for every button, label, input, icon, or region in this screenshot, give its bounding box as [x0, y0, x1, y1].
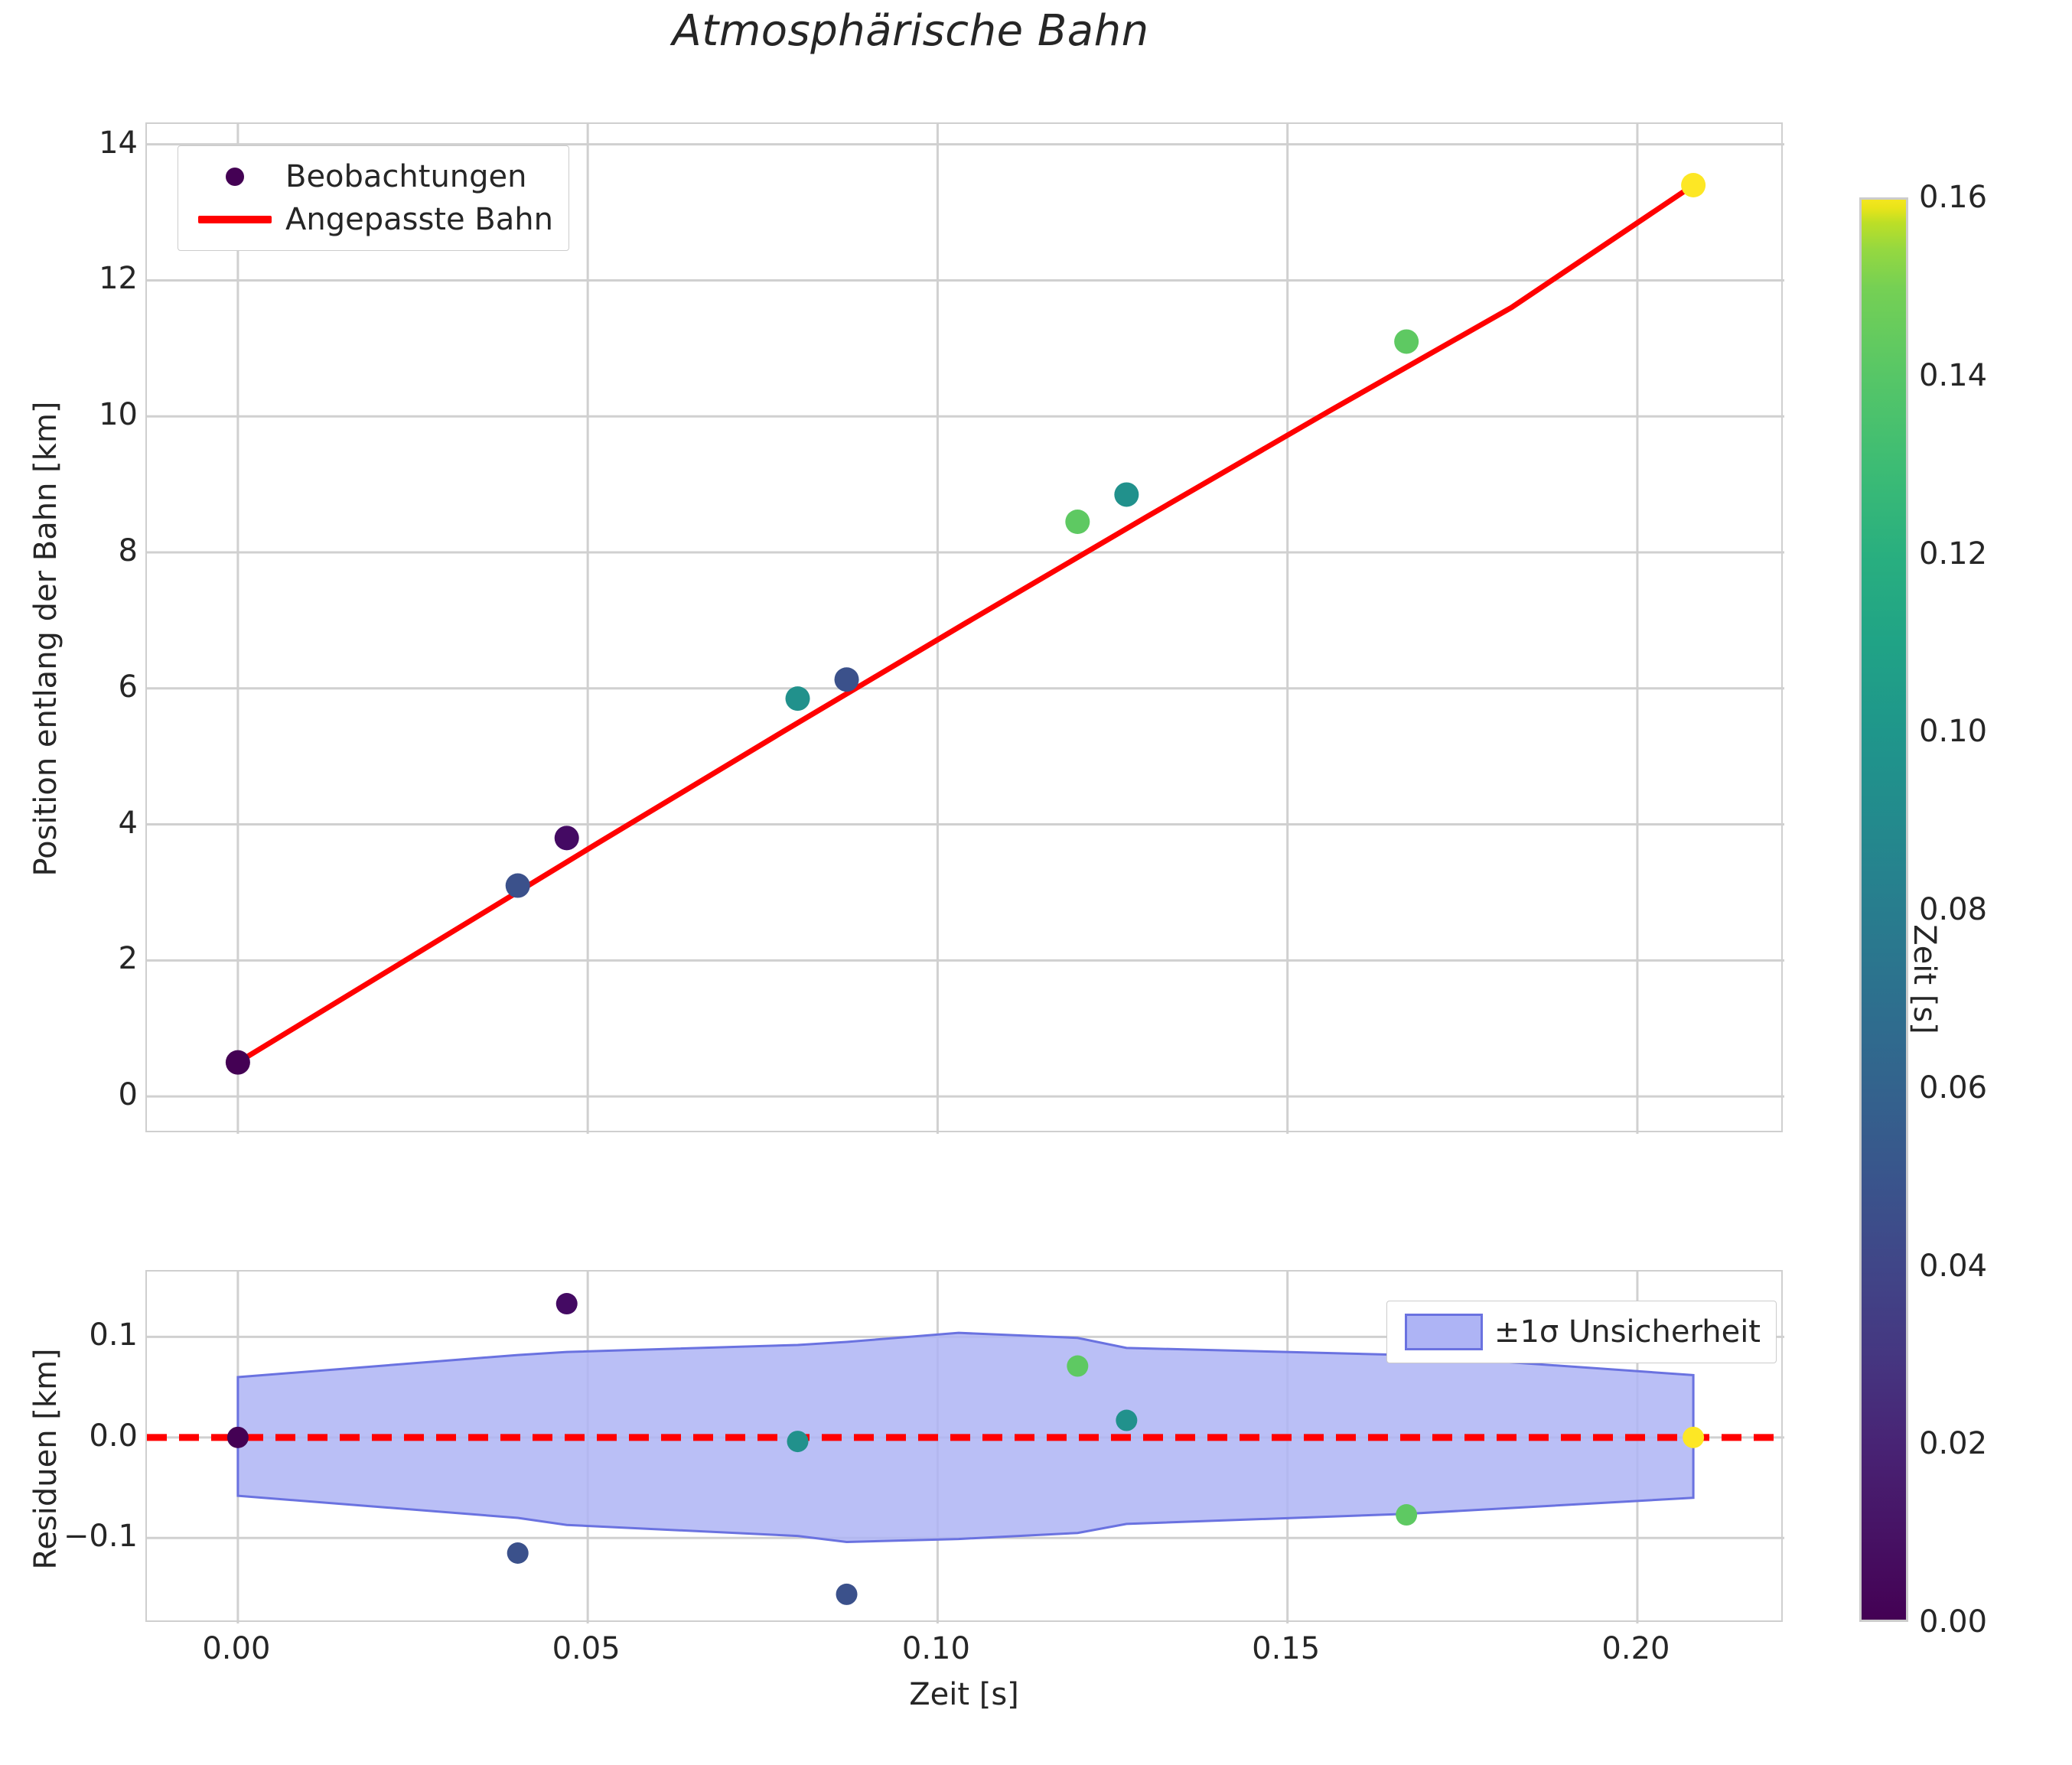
- x-tick-label: 0.15: [1252, 1631, 1321, 1666]
- trajectory-y-ticks: 0 2 4 6 8 10 12 14: [31, 122, 138, 1132]
- trajectory-legend: Beobachtungen Angepasste Bahn: [178, 145, 569, 251]
- x-tick-label: 0.10: [901, 1631, 970, 1666]
- colorbar-tick-label: 0.06: [1919, 1070, 1988, 1106]
- colorbar-ticks: 0.00 0.02 0.04 0.06 0.08 0.10 0.12 0.14 0.16: [1919, 180, 2072, 1640]
- y-tick-label: 0: [118, 1077, 138, 1113]
- legend-item-observations: Beobachtungen: [189, 155, 553, 198]
- y-tick-label: 2: [118, 941, 138, 977]
- residual-point: [787, 1431, 809, 1453]
- legend-label-uncertainty: ±1σ Unsicherheit: [1494, 1314, 1761, 1350]
- colorbar-tick-label: 0.08: [1919, 892, 1988, 927]
- y-tick-label: 6: [118, 669, 138, 705]
- red-line-icon: [189, 216, 281, 223]
- data-point: [834, 667, 859, 692]
- residual-point: [836, 1583, 858, 1605]
- legend-label-observations: Beobachtungen: [285, 159, 527, 194]
- colorbar-gradient: [1859, 197, 1908, 1622]
- residuals-legend: ±1σ Unsicherheit: [1386, 1301, 1777, 1363]
- data-point: [1114, 482, 1139, 507]
- legend-item-fitted-track: Angepasste Bahn: [189, 198, 553, 241]
- residual-point: [555, 1293, 578, 1315]
- residuals-y-axis-label: Residuen [km]: [28, 1348, 64, 1570]
- data-point: [1394, 329, 1419, 354]
- colorbar-tick-label: 0.04: [1919, 1248, 1988, 1284]
- y-tick-label: 12: [99, 261, 138, 297]
- x-axis-label: Zeit [s]: [909, 1677, 1019, 1712]
- y-tick-label: 14: [99, 125, 138, 161]
- colorbar: 0.00 0.02 0.04 0.06 0.08 0.10 0.12 0.14 0.16: [1859, 180, 1987, 1640]
- legend-label-fitted-track: Angepasste Bahn: [285, 202, 553, 237]
- residual-y-tick-label: 0.0: [89, 1418, 138, 1454]
- colorbar-tick-label: 0.12: [1919, 536, 1988, 572]
- data-point: [225, 1050, 250, 1075]
- data-point: [505, 873, 530, 898]
- residual-point: [507, 1542, 529, 1564]
- residual-y-tick-label: 0.1: [89, 1317, 138, 1353]
- colorbar-label: Zeit [s]: [1907, 924, 1942, 1034]
- colorbar-tick-label: 0.02: [1919, 1426, 1988, 1462]
- residual-point: [1683, 1426, 1705, 1448]
- residual-point: [1396, 1504, 1418, 1526]
- colorbar-tick-label: 0.14: [1919, 357, 1988, 393]
- residual-point: [1116, 1409, 1138, 1431]
- residual-y-tick-label: −0.1: [63, 1519, 138, 1555]
- y-tick-label: 10: [99, 397, 138, 433]
- legend-item-uncertainty: ±1σ Unsicherheit: [1398, 1311, 1761, 1353]
- data-point: [554, 826, 579, 851]
- scatter-dot-icon: [189, 168, 281, 186]
- trajectory-y-axis-label: Position entlang der Bahn [km]: [28, 401, 64, 877]
- trajectory-plot-area: [145, 122, 1784, 1134]
- colorbar-tick-label: 0.16: [1919, 180, 1988, 215]
- figure-root: Atmosphärische Bahn 0 2 4 6 8 10 12 14 Position…: [28, 6, 1988, 1712]
- data-point: [1681, 173, 1706, 197]
- x-tick-label: 0.20: [1601, 1631, 1670, 1666]
- data-point: [785, 686, 810, 712]
- residual-point: [1067, 1355, 1089, 1377]
- x-axis-ticks: 0.00 0.05 0.10 0.15 0.20: [145, 1631, 1783, 1677]
- colorbar-tick-label: 0.10: [1919, 714, 1988, 750]
- x-tick-label: 0.05: [552, 1631, 621, 1666]
- y-tick-label: 8: [118, 533, 138, 568]
- x-tick-label: 0.00: [202, 1631, 271, 1666]
- y-tick-label: 4: [118, 805, 138, 841]
- residuals-y-ticks: 0.1 0.0 −0.1: [31, 1270, 138, 1622]
- page-title: Atmosphärische Bahn: [672, 6, 1149, 56]
- residuals-canvas: [147, 1272, 1784, 1623]
- data-point: [1065, 510, 1090, 534]
- uncertainty-patch-icon: [1398, 1314, 1490, 1350]
- trajectory-canvas: [147, 124, 1784, 1134]
- colorbar-tick-label: 0.00: [1919, 1604, 1988, 1640]
- residual-point: [226, 1426, 249, 1448]
